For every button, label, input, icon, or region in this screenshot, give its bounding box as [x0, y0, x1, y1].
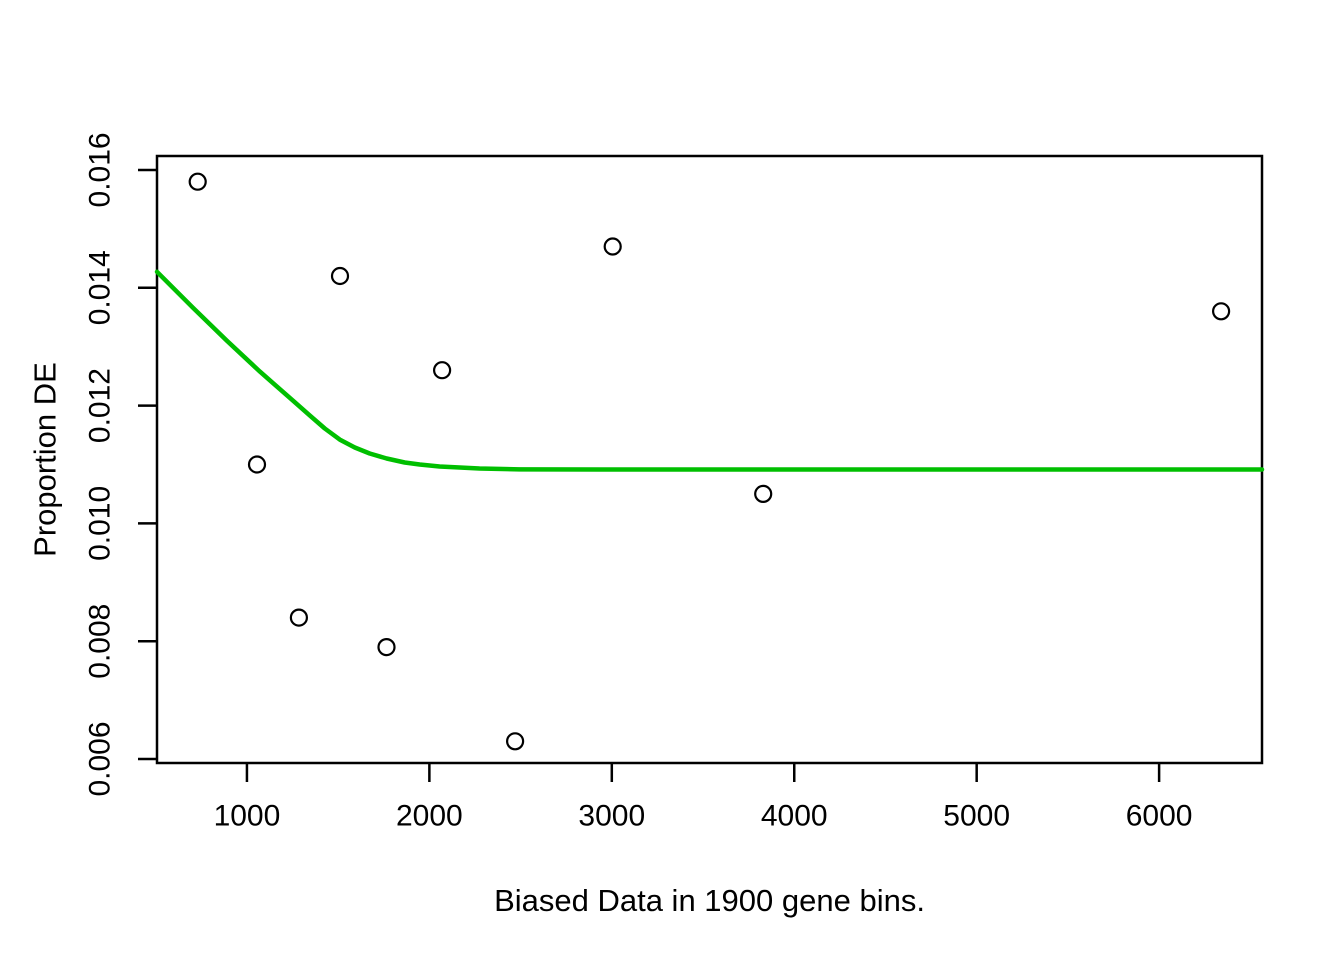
data-point — [377, 637, 396, 657]
x-tick-label: 2000 — [396, 800, 463, 833]
y-tick-label: 0.016 — [84, 132, 117, 207]
plot-box — [155, 154, 1264, 765]
plot-box-group — [155, 154, 1264, 765]
data-point — [603, 237, 622, 256]
y-tick-label: 0.012 — [84, 368, 117, 443]
data-point — [1211, 302, 1231, 321]
data-point — [330, 266, 350, 286]
y-axis-ticks: 0.006 0.008 0.010 0.012 0.014 0.016 — [84, 132, 157, 797]
x-axis-ticks: 1000 2000 3000 4000 5000 6000 — [214, 763, 1193, 833]
data-point — [289, 608, 308, 627]
data-point — [188, 172, 207, 191]
data-point — [247, 455, 267, 474]
data-point — [433, 361, 452, 380]
data-point — [505, 732, 525, 751]
y-tick-label: 0.010 — [84, 486, 117, 561]
x-tick-label: 3000 — [578, 800, 645, 833]
data-points-group — [188, 172, 1231, 751]
y-tick-label: 0.014 — [84, 250, 117, 325]
x-axis-title: Biased Data in 1900 gene bins. — [494, 883, 925, 918]
x-tick-label: 1000 — [214, 800, 281, 833]
fit-curve-group — [154, 269, 1265, 472]
y-axis-title: Proportion DE — [28, 362, 63, 557]
x-tick-label: 4000 — [761, 800, 828, 833]
lowess-fit-line — [154, 269, 1265, 472]
data-point — [754, 484, 773, 503]
y-tick-label: 0.008 — [84, 604, 117, 679]
x-tick-label: 6000 — [1126, 800, 1193, 833]
x-tick-label: 5000 — [943, 800, 1010, 833]
y-tick-label: 0.006 — [84, 721, 117, 796]
